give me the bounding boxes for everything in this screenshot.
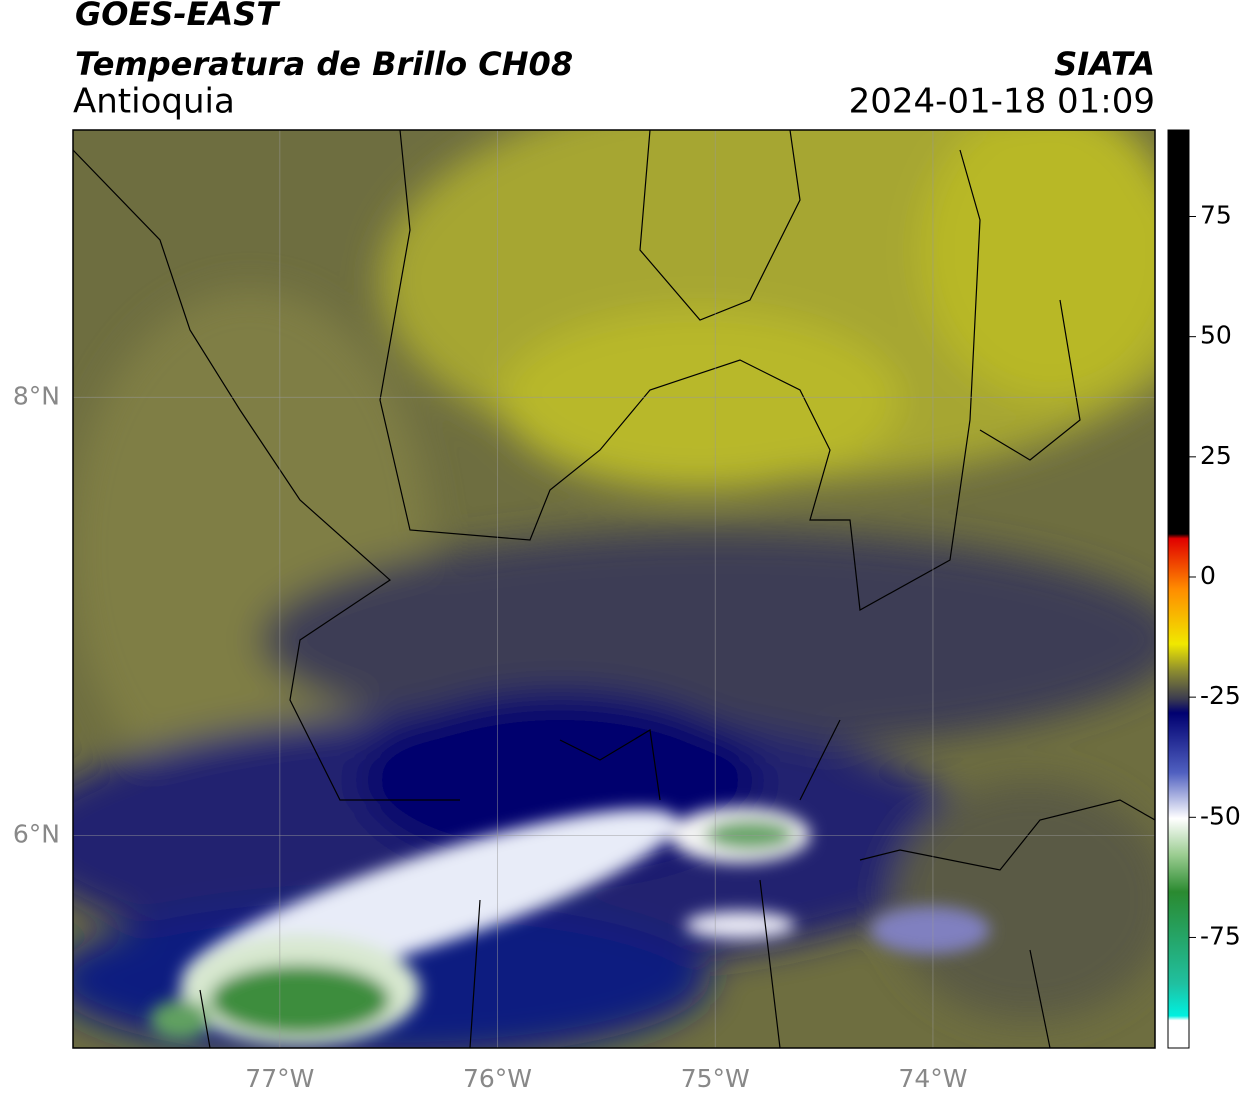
- lon-label: 74°W: [898, 1064, 967, 1093]
- colorbar: [1167, 129, 1190, 1049]
- lon-label: 77°W: [245, 1064, 314, 1093]
- source: SIATA: [1054, 45, 1155, 83]
- colorbar-label: 50: [1200, 321, 1232, 350]
- map-frame: [72, 129, 1156, 1049]
- colorbar-label: 0: [1200, 561, 1216, 590]
- colorbar-label: -25: [1200, 681, 1241, 710]
- region: Antioquia: [73, 82, 235, 122]
- lon-label: 76°W: [463, 1064, 532, 1093]
- subtitle: Temperatura de Brillo CH08: [75, 45, 573, 83]
- colorbar-label: -50: [1200, 801, 1241, 830]
- imagery: [73, 130, 1155, 1048]
- colorbar-label: 25: [1200, 441, 1232, 470]
- colorbar-label: 75: [1200, 201, 1232, 230]
- colorbar-label: -75: [1200, 921, 1241, 950]
- datetime: 2024-01-18 01:09: [849, 82, 1155, 122]
- lat-label: 8°N: [13, 381, 60, 410]
- lon-label: 75°W: [681, 1064, 750, 1093]
- colorbar-ticks: 75 50 25 0 -25 -50 -75: [1189, 201, 1241, 950]
- graticule: [73, 130, 1155, 1048]
- lat-label: 6°N: [13, 819, 60, 848]
- title: GOES-EAST: [75, 0, 280, 33]
